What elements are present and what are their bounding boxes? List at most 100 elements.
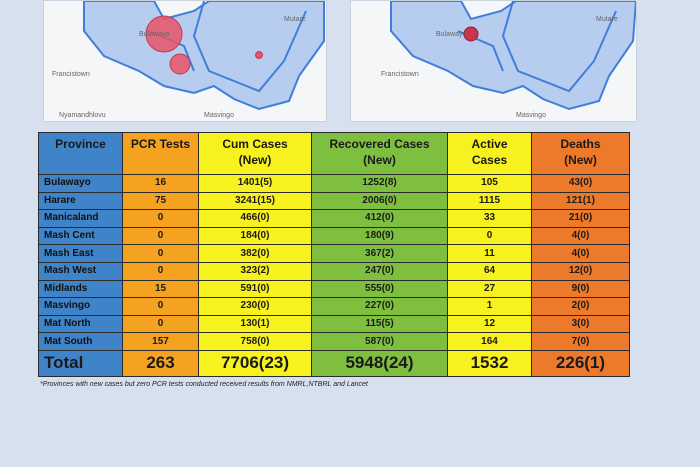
cell-pcr-tests: 157: [122, 332, 199, 351]
total-pcr: 263: [122, 349, 199, 377]
map-region: [83, 1, 325, 111]
case-bubble-bulawayo: [169, 53, 191, 75]
cell-province: Mash East: [38, 244, 123, 263]
map-label: Bulawayo: [436, 31, 466, 38]
cell-cum-cases: 758(0): [198, 332, 312, 351]
cell-pcr-tests: 0: [122, 244, 199, 263]
cell-province: Manicaland: [38, 209, 123, 228]
table-row: Mash Cent 0 184(0) 180(9) 0 4(0): [38, 226, 630, 246]
cell-province: Harare: [38, 191, 123, 211]
cell-pcr-tests: 15: [122, 279, 199, 299]
cell-cum-cases: 3241(15): [198, 191, 312, 211]
province-map-right: Francistown Bulawayo Mutare Masvingo: [381, 1, 636, 119]
map-label: Mutare: [596, 16, 618, 23]
cell-active: 1: [447, 297, 532, 316]
cell-cum-cases: 591(0): [198, 279, 312, 299]
table-row: Harare 75 3241(15) 2006(0) 1115 121(1): [38, 191, 630, 211]
map-region: [390, 1, 636, 111]
map-label: Masvingo: [204, 112, 234, 119]
map-label: Mutare: [284, 16, 306, 23]
cell-active: 11: [447, 244, 532, 263]
cell-deaths: 7(0): [531, 332, 630, 351]
cell-deaths: 2(0): [531, 297, 630, 316]
cell-pcr-tests: 0: [122, 297, 199, 316]
cell-deaths: 3(0): [531, 314, 630, 334]
total-deaths: 226(1): [531, 349, 630, 377]
header-active-cases: Active Cases: [447, 132, 532, 175]
cell-cum-cases: 130(1): [198, 314, 312, 334]
header-province: Province: [38, 132, 123, 175]
table-row: Mat South 157 758(0) 587(0) 164 7(0): [38, 332, 630, 351]
cell-deaths: 21(0): [531, 209, 630, 228]
header-recovered-cases: Recovered Cases (New): [311, 132, 448, 175]
cell-deaths: 4(0): [531, 244, 630, 263]
cell-province: Mash West: [38, 261, 123, 281]
cell-province: Bulawayo: [38, 174, 123, 193]
cell-cum-cases: 1401(5): [198, 174, 312, 193]
cell-deaths: 4(0): [531, 226, 630, 246]
table-row: Manicaland 0 466(0) 412(0) 33 21(0): [38, 209, 630, 228]
header-deaths: Deaths (New): [531, 132, 630, 175]
cell-cum-cases: 184(0): [198, 226, 312, 246]
case-bubble-harare: [145, 15, 183, 53]
cell-pcr-tests: 0: [122, 261, 199, 281]
header-cum-cases: Cum Cases (New): [198, 132, 312, 175]
province-map-left: Francistown Bulawayo Mutare Masvingo Nya…: [52, 1, 325, 119]
cell-recovered: 180(9): [311, 226, 448, 246]
cell-recovered: 367(2): [311, 244, 448, 263]
cell-province: Mash Cent: [38, 226, 123, 246]
cell-active: 1115: [447, 191, 532, 211]
cell-deaths: 121(1): [531, 191, 630, 211]
cell-cum-cases: 382(0): [198, 244, 312, 263]
cell-active: 12: [447, 314, 532, 334]
table-row: Bulawayo 16 1401(5) 1252(8) 105 43(0): [38, 174, 630, 193]
total-active: 1532: [447, 349, 532, 377]
total-cum-cases: 7706(23): [198, 349, 312, 377]
cell-pcr-tests: 0: [122, 226, 199, 246]
cell-cum-cases: 230(0): [198, 297, 312, 316]
cell-cum-cases: 466(0): [198, 209, 312, 228]
table-header-row: Province PCR Tests Cum Cases (New) Recove…: [38, 132, 630, 175]
cell-recovered: 587(0): [311, 332, 448, 351]
case-bubble-harare: [463, 26, 479, 42]
cell-recovered: 2006(0): [311, 191, 448, 211]
cell-recovered: 555(0): [311, 279, 448, 299]
cell-recovered: 227(0): [311, 297, 448, 316]
map-label: Francistown: [381, 71, 419, 78]
table-row: Midlands 15 591(0) 555(0) 27 9(0): [38, 279, 630, 299]
cell-province: Mat South: [38, 332, 123, 351]
map-right: Francistown Bulawayo Mutare Masvingo: [350, 0, 637, 122]
table-row: Masvingo 0 230(0) 227(0) 1 2(0): [38, 297, 630, 316]
covid-stats-table: Province PCR Tests Cum Cases (New) Recove…: [38, 132, 630, 377]
cell-province: Midlands: [38, 279, 123, 299]
table-row: Mat North 0 130(1) 115(5) 12 3(0): [38, 314, 630, 334]
cell-deaths: 43(0): [531, 174, 630, 193]
cell-recovered: 115(5): [311, 314, 448, 334]
cell-recovered: 247(0): [311, 261, 448, 281]
cell-active: 64: [447, 261, 532, 281]
cell-pcr-tests: 0: [122, 209, 199, 228]
cell-pcr-tests: 0: [122, 314, 199, 334]
map-label: Bulawayo: [139, 31, 169, 38]
header-pcr-tests: PCR Tests: [122, 132, 199, 175]
cell-active: 0: [447, 226, 532, 246]
case-bubble-small: [255, 51, 263, 59]
total-label: Total: [38, 349, 123, 377]
map-label: Francistown: [52, 71, 90, 78]
cell-active: 27: [447, 279, 532, 299]
table-row: Mash East 0 382(0) 367(2) 11 4(0): [38, 244, 630, 263]
cell-active: 164: [447, 332, 532, 351]
total-recovered: 5948(24): [311, 349, 448, 377]
cell-pcr-tests: 75: [122, 191, 199, 211]
province-border: [192, 1, 307, 93]
cell-pcr-tests: 16: [122, 174, 199, 193]
map-label: Masvingo: [516, 112, 546, 119]
cell-active: 33: [447, 209, 532, 228]
table-row: Mash West 0 323(2) 247(0) 64 12(0): [38, 261, 630, 281]
province-border: [501, 1, 617, 93]
cell-active: 105: [447, 174, 532, 193]
cell-cum-cases: 323(2): [198, 261, 312, 281]
map-left: Francistown Bulawayo Mutare Masvingo Nya…: [43, 0, 327, 122]
cell-recovered: 1252(8): [311, 174, 448, 193]
table-total-row: Total 263 7706(23) 5948(24) 1532 226(1): [38, 349, 630, 377]
